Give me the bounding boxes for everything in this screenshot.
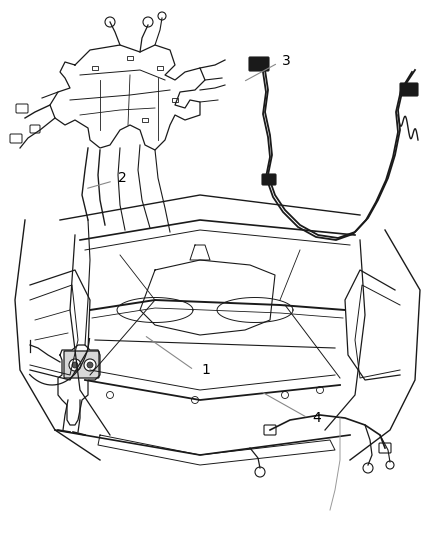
Circle shape [69,359,81,371]
Bar [142,118,148,122]
FancyBboxPatch shape [64,351,99,378]
Text: 1: 1 [201,363,210,377]
FancyBboxPatch shape [249,57,269,71]
Circle shape [72,362,78,368]
FancyBboxPatch shape [262,174,276,185]
Bar [92,66,98,70]
Text: 3: 3 [282,54,291,68]
Text: 2: 2 [118,171,127,185]
Bar [127,56,133,60]
Text: 4: 4 [312,411,321,425]
Circle shape [84,359,96,371]
Bar [172,98,178,102]
Circle shape [87,362,93,368]
FancyBboxPatch shape [400,83,418,96]
Bar [157,66,163,70]
